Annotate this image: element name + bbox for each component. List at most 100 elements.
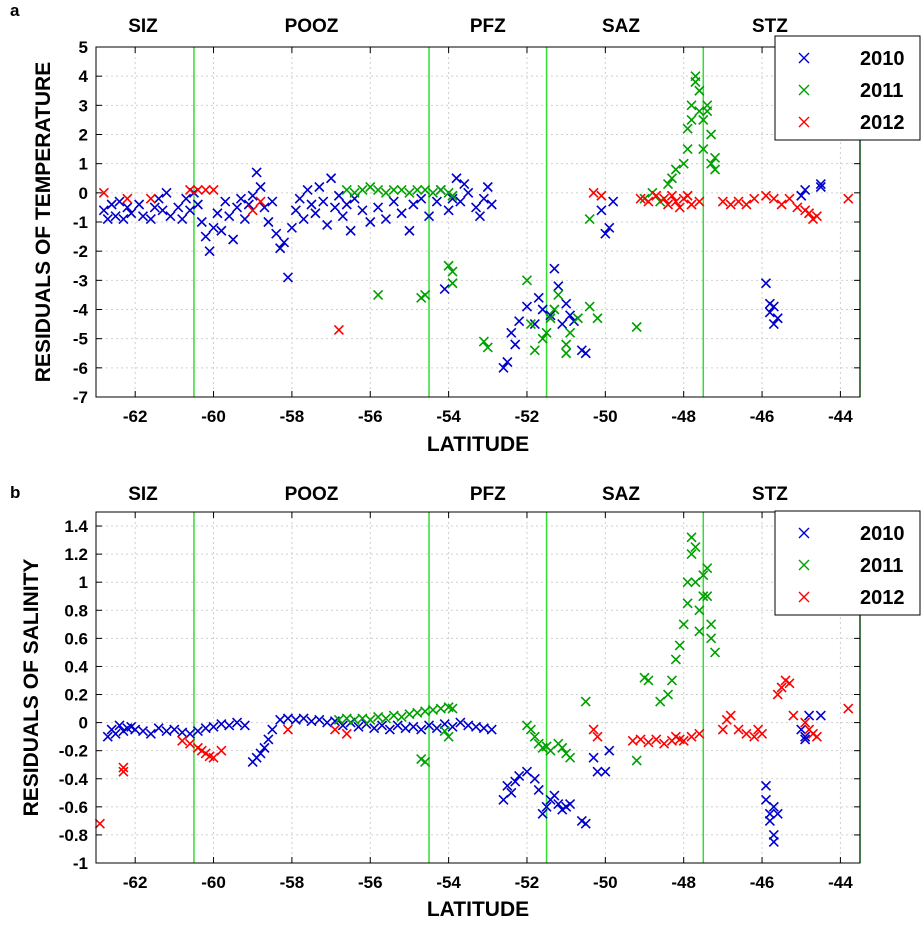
data-point-2012 bbox=[674, 202, 685, 213]
x-axis-label: LATITUDE bbox=[427, 898, 529, 921]
data-point-2010 bbox=[181, 193, 192, 204]
data-point-2011 bbox=[709, 647, 721, 658]
data-point-2010 bbox=[502, 780, 513, 791]
data-point-2011 bbox=[674, 640, 685, 651]
data-point-2011 bbox=[666, 675, 678, 686]
data-point-2010 bbox=[804, 710, 815, 721]
data-point-2011 bbox=[702, 591, 713, 602]
x-tick-label: -60 bbox=[201, 873, 226, 892]
data-point-2010 bbox=[521, 301, 533, 312]
data-point-2011 bbox=[443, 731, 454, 742]
data-point-2010 bbox=[565, 310, 576, 321]
data-point-2011 bbox=[420, 756, 431, 767]
data-point-2010 bbox=[800, 184, 811, 195]
data-point-2011 bbox=[662, 689, 674, 700]
data-point-2010 bbox=[275, 714, 286, 725]
data-point-2011 bbox=[662, 179, 674, 190]
data-point-2010 bbox=[470, 721, 482, 732]
data-point-2012 bbox=[800, 717, 811, 728]
data-point-2012 bbox=[686, 731, 697, 742]
data-point-2011 bbox=[553, 289, 564, 300]
data-point-2010 bbox=[388, 196, 399, 207]
zone-label-siz: SIZ bbox=[128, 484, 158, 505]
data-point-2010 bbox=[239, 720, 250, 731]
data-point-2010 bbox=[815, 710, 826, 721]
data-point-2011 bbox=[682, 123, 693, 134]
data-point-2011 bbox=[643, 675, 654, 686]
data-point-2010 bbox=[247, 190, 258, 201]
data-point-2010 bbox=[596, 205, 607, 216]
data-point-2010 bbox=[404, 225, 415, 236]
data-point-2010 bbox=[110, 211, 121, 222]
data-point-2010 bbox=[333, 190, 344, 201]
data-point-2010 bbox=[514, 770, 525, 782]
data-point-2011 bbox=[584, 301, 595, 312]
data-point-2010 bbox=[588, 752, 599, 763]
x-tick-label: -58 bbox=[280, 873, 305, 892]
data-point-2010 bbox=[200, 231, 211, 242]
data-point-2010 bbox=[537, 304, 548, 315]
data-point-2010 bbox=[533, 784, 544, 796]
data-point-2010 bbox=[298, 713, 309, 724]
y-tick-label: 5 bbox=[79, 38, 88, 57]
data-point-2012 bbox=[627, 735, 638, 746]
data-point-2012 bbox=[98, 187, 109, 198]
y-tick-label: -4 bbox=[73, 301, 89, 320]
data-point-2010 bbox=[149, 202, 160, 213]
data-point-2011 bbox=[682, 598, 693, 609]
data-point-2011 bbox=[584, 214, 595, 225]
data-point-2010 bbox=[537, 808, 548, 819]
legend-marker-2012 bbox=[798, 591, 810, 603]
data-point-2010 bbox=[134, 199, 145, 210]
data-point-2010 bbox=[764, 307, 775, 318]
y-tick-label: -0.8 bbox=[59, 826, 88, 845]
data-point-2010 bbox=[314, 714, 325, 725]
y-tick-label: 4 bbox=[79, 67, 89, 86]
data-point-2011 bbox=[561, 339, 572, 350]
y-tick-label: -6 bbox=[73, 359, 88, 378]
data-point-2011 bbox=[529, 345, 540, 356]
data-point-2011 bbox=[706, 158, 717, 169]
y-tick-label: -0.2 bbox=[59, 742, 88, 761]
y-tick-label: -1 bbox=[73, 854, 88, 873]
data-point-2011 bbox=[427, 704, 439, 716]
legend-marker-2010 bbox=[798, 52, 810, 64]
data-point-2011 bbox=[412, 184, 423, 195]
data-point-2010 bbox=[600, 228, 611, 239]
data-point-2012 bbox=[768, 193, 779, 204]
data-point-2010 bbox=[510, 776, 521, 787]
data-point-2011 bbox=[694, 106, 705, 117]
data-point-2012 bbox=[651, 734, 662, 745]
data-point-2011 bbox=[694, 626, 705, 637]
data-point-2011 bbox=[706, 129, 717, 140]
data-point-2010 bbox=[177, 214, 188, 225]
data-point-2011 bbox=[373, 184, 384, 195]
data-point-2010 bbox=[169, 724, 180, 735]
x-tick-label: -44 bbox=[828, 407, 853, 426]
data-point-2010 bbox=[768, 319, 779, 330]
x-tick-label: -48 bbox=[671, 407, 696, 426]
data-point-2011 bbox=[541, 327, 552, 338]
data-point-2012 bbox=[717, 196, 728, 207]
legend-label-2011: 2011 bbox=[860, 555, 903, 577]
data-point-2011 bbox=[698, 144, 709, 155]
data-point-2010 bbox=[271, 228, 282, 239]
legend-label-2012: 2012 bbox=[860, 112, 905, 134]
data-point-2011 bbox=[420, 184, 431, 195]
x-tick-label: -52 bbox=[515, 407, 540, 426]
data-point-2010 bbox=[314, 181, 325, 193]
data-point-2011 bbox=[706, 633, 717, 644]
data-point-2010 bbox=[161, 725, 172, 737]
data-point-2012 bbox=[811, 211, 822, 222]
data-point-2011 bbox=[341, 713, 352, 724]
data-point-2011 bbox=[631, 755, 642, 766]
data-point-2010 bbox=[800, 731, 811, 742]
x-tick-label: -56 bbox=[358, 407, 383, 426]
data-point-2011 bbox=[482, 342, 493, 353]
data-point-2012 bbox=[741, 728, 752, 739]
data-point-2010 bbox=[290, 714, 301, 725]
x-tick-label: -60 bbox=[201, 407, 226, 426]
data-point-2012 bbox=[776, 682, 787, 693]
data-point-2010 bbox=[455, 717, 466, 728]
data-point-2010 bbox=[341, 199, 352, 210]
